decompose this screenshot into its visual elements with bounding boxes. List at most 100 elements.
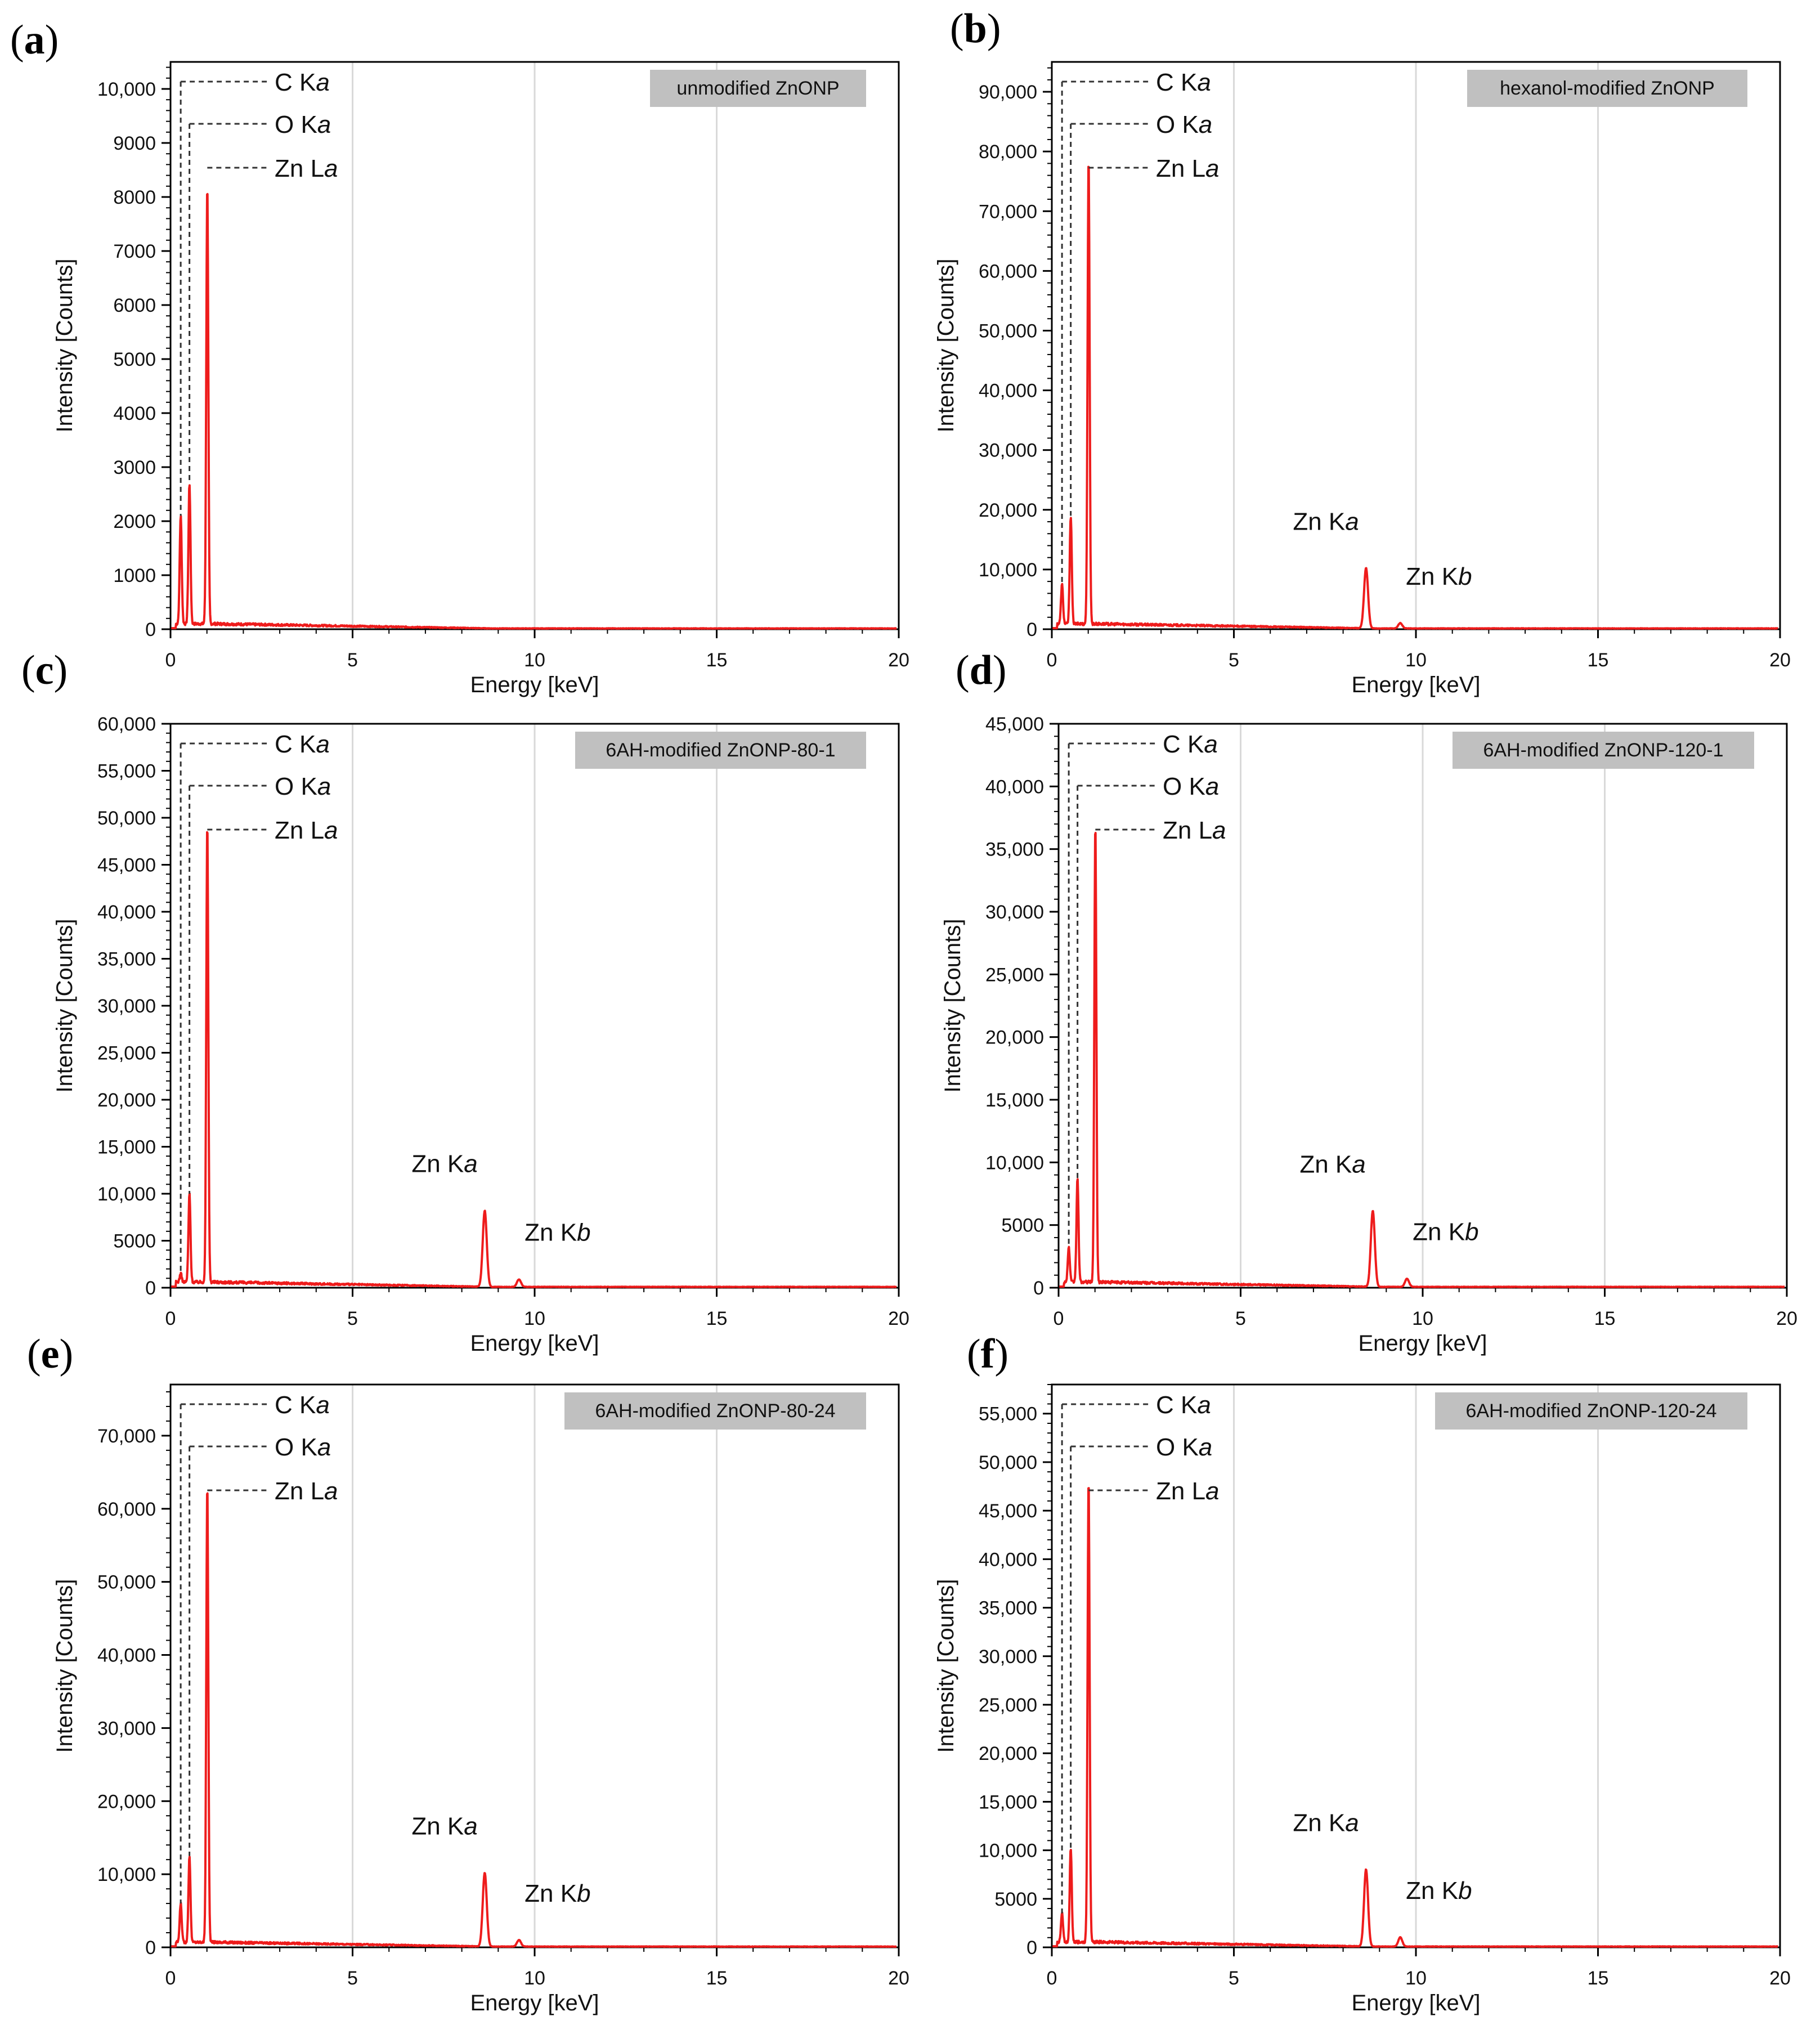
y-tick-label: 5000 (113, 349, 156, 370)
sample-title: 6AH-modified ZnONP-80-24 (595, 1400, 835, 1422)
spectrum-trace (171, 1492, 898, 1948)
spectrum-trace (1052, 165, 1779, 630)
y-tick-label: 10,000 (97, 79, 156, 100)
y-tick-label: 50,000 (979, 320, 1037, 342)
y-axis-label: Intensity [Counts] (52, 258, 77, 432)
y-tick-label: 15,000 (97, 1137, 156, 1158)
o-line-label: O Ka (275, 111, 331, 138)
x-tick-label: 0 (165, 1308, 176, 1329)
o-line-label: O Ka (1163, 773, 1219, 800)
o-line-label: O Ka (1156, 111, 1212, 138)
y-tick-label: 4000 (113, 403, 156, 424)
y-tick-label: 25,000 (979, 1695, 1037, 1716)
c-line-label: C Ka (275, 69, 330, 96)
zn-kb-label: Zn Kb (1413, 1218, 1478, 1246)
c-line-label: C Ka (1163, 731, 1218, 758)
y-tick-label: 8000 (113, 187, 156, 208)
x-tick-label: 20 (888, 649, 909, 671)
y-tick-label: 55,000 (979, 1404, 1037, 1425)
y-tick-label: 10,000 (985, 1152, 1044, 1173)
panel-letter: (a) (10, 17, 59, 63)
x-tick-label: 10 (1405, 649, 1427, 671)
panel-letter: (c) (21, 647, 68, 693)
panel-letter: (d) (956, 647, 1006, 693)
panel-letter: (b) (950, 6, 1001, 52)
spectrum-panel-f: (f) 0 5000 10,000 15,000 20,000 25,000 30,000 35… (934, 1331, 1791, 2015)
y-tick-label: 2000 (113, 511, 156, 532)
y-tick-label: 3000 (113, 457, 156, 478)
y-tick-label: 70,000 (97, 1426, 156, 1447)
sample-title: unmodified ZnONP (676, 78, 839, 99)
sample-title-box (650, 70, 866, 107)
x-tick-label: 0 (1047, 1968, 1057, 1989)
sample-title: 6AH-modified ZnONP-80-1 (606, 740, 835, 761)
y-tick-label: 0 (1026, 619, 1037, 640)
y-tick-label: 60,000 (97, 1499, 156, 1520)
x-tick-label: 10 (524, 1968, 545, 1989)
spectrum-panel-a: (a) 0 1000 2000 3000 4000 5000 6000 7000 8000 9000… (10, 17, 909, 697)
y-tick-label: 35,000 (979, 1598, 1037, 1619)
x-tick-label: 0 (1047, 649, 1057, 671)
x-tick-label: 0 (165, 1968, 176, 1989)
y-tick-label: 40,000 (979, 1549, 1037, 1570)
spectrum-panel-d: (d) 0 5000 10,000 15,000 20,000 25,000 30,000 35… (940, 647, 1797, 1356)
x-tick-label: 5 (347, 1308, 358, 1329)
spectrum-panel-c: (c) 0 5000 10,000 15,000 20,000 25,000 30,000 35… (21, 647, 909, 1356)
y-axis-label: Intensity [Counts] (934, 1579, 958, 1753)
zn-kb-label: Zn Kb (525, 1880, 590, 1907)
x-tick-label: 10 (1405, 1968, 1427, 1989)
zn-kb-label: Zn Kb (525, 1219, 590, 1247)
y-tick-label: 10,000 (979, 1840, 1037, 1862)
x-axis-label: Energy [keV] (470, 1331, 599, 1356)
znl-line-label: Zn La (275, 1477, 338, 1505)
y-tick-label: 40,000 (979, 380, 1037, 402)
y-tick-label: 60,000 (97, 714, 156, 735)
y-tick-label: 1000 (113, 565, 156, 586)
y-tick-label: 20,000 (979, 1743, 1037, 1764)
sample-title-box (1453, 732, 1754, 769)
y-axis-label: Intensity [Counts] (52, 919, 77, 1092)
y-tick-label: 20,000 (979, 500, 1037, 521)
x-tick-label: 20 (1769, 649, 1791, 671)
x-tick-label: 10 (524, 1308, 545, 1329)
o-line-label: O Ka (1156, 1433, 1212, 1461)
y-tick-label: 45,000 (979, 1500, 1037, 1522)
sample-title-box (575, 732, 866, 769)
y-tick-label: 15,000 (979, 1791, 1037, 1813)
x-axis-label: Energy [keV] (1358, 1331, 1487, 1356)
x-tick-label: 10 (1412, 1308, 1433, 1329)
y-axis-label: Intensity [Counts] (52, 1579, 77, 1753)
y-tick-label: 5000 (1001, 1215, 1044, 1236)
x-tick-label: 20 (1769, 1968, 1791, 1989)
x-tick-label: 5 (1229, 649, 1239, 671)
y-tick-label: 5000 (994, 1889, 1037, 1910)
zn-ka-label: Zn Ka (411, 1813, 477, 1840)
znl-line-label: Zn La (1156, 155, 1220, 182)
x-tick-label: 5 (1229, 1968, 1239, 1989)
x-tick-label: 5 (347, 649, 358, 671)
y-tick-label: 10,000 (97, 1184, 156, 1205)
y-tick-label: 50,000 (979, 1452, 1037, 1473)
y-tick-label: 55,000 (97, 761, 156, 782)
y-tick-label: 20,000 (985, 1027, 1044, 1049)
x-axis-label: Energy [keV] (470, 1991, 599, 2015)
c-line-label: C Ka (275, 1391, 330, 1419)
x-tick-label: 15 (706, 649, 728, 671)
o-line-label: O Ka (275, 773, 331, 800)
zn-ka-label: Zn Ka (1299, 1150, 1365, 1178)
x-tick-label: 15 (1588, 1968, 1609, 1989)
y-tick-label: 0 (1026, 1937, 1037, 1959)
spectrum-trace (1052, 1487, 1779, 1948)
x-tick-label: 15 (1588, 649, 1609, 671)
x-tick-label: 15 (706, 1308, 728, 1329)
y-tick-label: 20,000 (97, 1791, 156, 1812)
x-tick-label: 20 (888, 1308, 909, 1329)
zn-kb-label: Zn Kb (1406, 1877, 1472, 1905)
y-tick-label: 45,000 (985, 714, 1044, 735)
y-tick-label: 0 (1033, 1278, 1044, 1299)
c-line-label: C Ka (275, 731, 330, 758)
y-tick-label: 9000 (113, 133, 156, 154)
x-tick-label: 10 (524, 649, 545, 671)
y-tick-label: 30,000 (97, 1718, 156, 1739)
x-axis-label: Energy [keV] (1351, 673, 1480, 697)
